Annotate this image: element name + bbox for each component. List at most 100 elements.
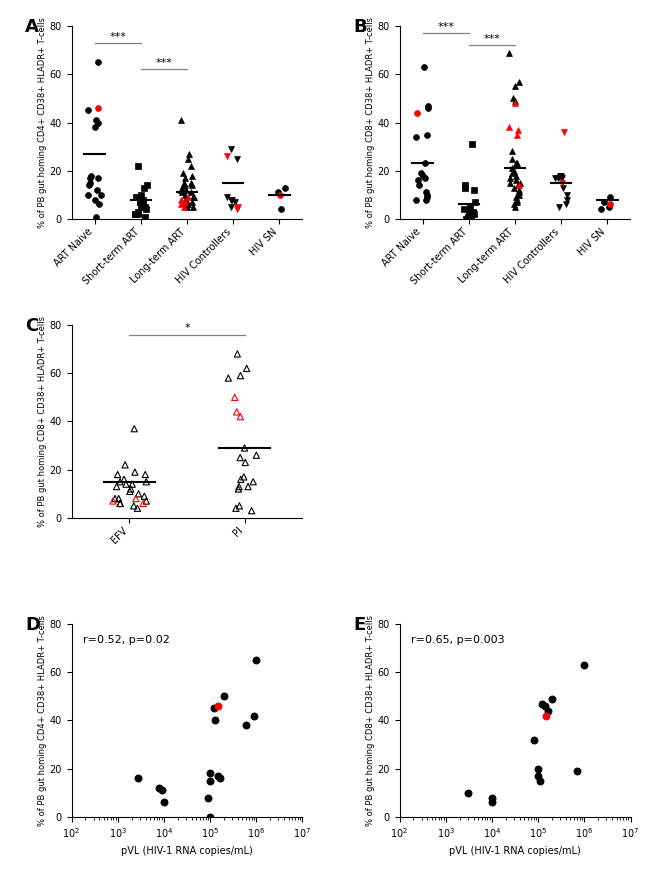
Point <box>604 200 614 214</box>
Point <box>241 362 252 375</box>
Point <box>414 178 424 192</box>
Y-axis label: % of PB gut homing CD8+ CD38+ HLADR+ T-cells: % of PB gut homing CD8+ CD38+ HLADR+ T-c… <box>366 615 374 826</box>
Point <box>176 183 187 197</box>
Point <box>510 200 521 214</box>
Point <box>514 75 524 89</box>
Point <box>125 482 136 496</box>
Point <box>133 205 144 219</box>
Point <box>203 791 213 805</box>
Point <box>129 499 139 513</box>
Point <box>231 405 242 419</box>
Point <box>86 169 96 182</box>
Point <box>416 166 426 180</box>
Point <box>133 159 143 173</box>
Point <box>596 202 606 216</box>
Point <box>533 769 543 783</box>
Point <box>510 79 520 93</box>
Point <box>508 163 519 177</box>
Point <box>235 409 246 423</box>
Point <box>138 197 148 211</box>
Point <box>139 489 150 503</box>
Point <box>140 468 151 481</box>
Point <box>176 193 186 207</box>
Point <box>213 699 224 713</box>
Point <box>141 202 151 216</box>
Point <box>419 60 429 74</box>
Point <box>187 178 198 192</box>
Point <box>465 200 475 214</box>
Point <box>504 46 514 60</box>
Point <box>513 123 523 136</box>
Point <box>572 764 582 778</box>
Point <box>138 193 148 207</box>
Point <box>114 492 124 506</box>
Point <box>469 183 479 197</box>
Point <box>188 190 198 204</box>
Point <box>459 202 469 216</box>
Point <box>241 719 252 733</box>
Point <box>135 193 145 207</box>
Point <box>180 171 190 185</box>
Point <box>186 159 196 173</box>
Point <box>506 144 517 158</box>
Point <box>177 181 188 195</box>
Point <box>205 773 215 787</box>
Text: r=0.52, p=0.02: r=0.52, p=0.02 <box>83 635 170 646</box>
Point <box>121 477 131 491</box>
Point <box>551 171 561 185</box>
Point <box>214 772 225 786</box>
Text: D: D <box>25 616 40 634</box>
Point <box>130 207 140 221</box>
Point <box>511 156 521 170</box>
X-axis label: pVL (HIV-1 RNA copies/mL): pVL (HIV-1 RNA copies/mL) <box>449 846 581 856</box>
Point <box>514 188 524 202</box>
Point <box>467 137 478 151</box>
Point <box>505 176 515 189</box>
Point <box>210 713 220 727</box>
Point <box>91 113 101 127</box>
Point <box>137 196 148 209</box>
Point <box>234 499 244 513</box>
Point <box>556 176 567 189</box>
Point <box>514 185 525 199</box>
Text: B: B <box>354 18 367 36</box>
Point <box>135 196 145 209</box>
Point <box>511 174 521 188</box>
Point <box>90 193 100 207</box>
Point <box>554 200 564 214</box>
Text: ***: *** <box>109 32 126 42</box>
Point <box>554 169 565 182</box>
Point <box>180 183 190 197</box>
Point <box>134 190 144 204</box>
Point <box>558 181 568 195</box>
Point <box>276 202 286 216</box>
Point <box>463 205 474 219</box>
Point <box>235 368 246 382</box>
Point <box>559 125 569 139</box>
Point <box>178 196 188 209</box>
Point <box>514 176 525 189</box>
Point <box>280 181 290 195</box>
Point <box>222 149 232 163</box>
Point <box>131 190 141 204</box>
Point <box>249 708 259 722</box>
Point <box>177 185 187 199</box>
Point <box>141 474 151 488</box>
Point <box>505 171 515 185</box>
Text: A: A <box>25 18 39 36</box>
Point <box>138 181 149 195</box>
Point <box>115 496 125 510</box>
Point <box>159 795 169 809</box>
Point <box>179 176 189 189</box>
Point <box>183 197 194 211</box>
X-axis label: pVL (HIV-1 RNA copies/mL): pVL (HIV-1 RNA copies/mL) <box>121 846 253 856</box>
Point <box>423 101 434 115</box>
Point <box>465 212 476 226</box>
Y-axis label: % of PB gut homing CD4+ CD38+ HLADR+ T-cells: % of PB gut homing CD4+ CD38+ HLADR+ T-c… <box>38 17 47 228</box>
Point <box>421 188 432 202</box>
Point <box>512 196 522 209</box>
Point <box>136 200 146 214</box>
Point <box>205 810 215 824</box>
Point <box>133 207 143 221</box>
Point <box>528 733 539 746</box>
